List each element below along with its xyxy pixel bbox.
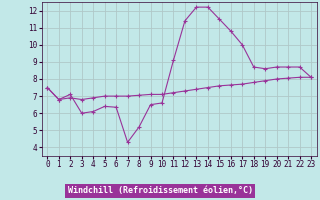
Text: Windchill (Refroidissement éolien,°C): Windchill (Refroidissement éolien,°C) bbox=[68, 186, 252, 196]
